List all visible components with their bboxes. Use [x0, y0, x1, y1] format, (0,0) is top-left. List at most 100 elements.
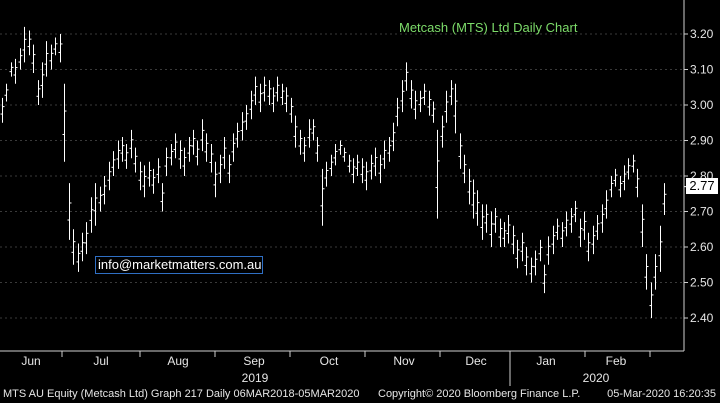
price-bar: [578, 218, 583, 247]
price-bar: [586, 232, 591, 262]
price-bar: [111, 151, 116, 176]
price-bar: [71, 229, 76, 265]
footer-timestamp: 05-Mar-2020 16:20:35: [607, 388, 716, 400]
month-label: Jan: [536, 354, 555, 368]
footer-left: MTS AU Equity (Metcash Ltd) Graph 217 Da…: [3, 388, 360, 400]
y-tick-label: 2.40: [690, 311, 714, 325]
price-bar: [347, 154, 352, 173]
month-label: Dec: [465, 354, 486, 368]
price-bar: [307, 119, 312, 148]
price-bar: [289, 97, 294, 123]
price-bar: [520, 232, 525, 262]
price-bar: [182, 147, 187, 176]
price-bar: [475, 190, 480, 226]
price-bar: [484, 204, 489, 233]
price-bar: [173, 133, 178, 159]
price-bar: [36, 80, 41, 105]
price-chart: 3.203.103.002.902.802.702.602.502.40 Jun…: [0, 0, 714, 386]
price-bar: [467, 168, 472, 205]
y-tick-label: 3.10: [690, 63, 714, 77]
price-bar: [560, 222, 565, 247]
price-bar: [551, 225, 556, 255]
price-bar: [302, 136, 307, 162]
price-bar: [4, 83, 9, 102]
price-bar: [538, 239, 543, 262]
price-bar: [609, 176, 614, 198]
price-bar: [0, 97, 5, 123]
price-bar: [498, 218, 503, 247]
y-tick-label: 2.90: [690, 134, 714, 148]
price-bar: [644, 254, 649, 290]
price-bar: [351, 158, 356, 184]
price-bar: [569, 207, 574, 233]
price-bar: [280, 83, 285, 105]
price-bar: [622, 165, 627, 191]
month-label: Feb: [606, 354, 627, 368]
price-bar: [573, 200, 578, 223]
y-tick-label: 2.60: [690, 240, 714, 254]
price-bar: [333, 144, 338, 166]
price-bar: [320, 168, 325, 226]
price-bar: [662, 183, 667, 216]
price-bar: [635, 168, 640, 198]
price-bar: [493, 207, 498, 233]
price-bar: [102, 176, 107, 205]
price-bar: [489, 211, 494, 247]
price-bar: [13, 58, 18, 84]
price-bar: [440, 115, 445, 148]
price-bar: [582, 211, 587, 240]
price-bar: [53, 37, 58, 56]
year-label: 2020: [583, 371, 610, 385]
price-bar: [431, 101, 436, 123]
price-bar: [209, 144, 214, 173]
price-bar: [258, 83, 263, 113]
price-bar: [142, 165, 147, 198]
price-bar: [22, 26, 27, 63]
price-bar: [458, 133, 463, 169]
price-bar: [271, 87, 276, 113]
price-bar: [116, 140, 121, 169]
price-bar: [329, 154, 334, 176]
price-bar: [178, 140, 183, 169]
price-bar: [89, 197, 94, 233]
price-bar: [613, 168, 618, 187]
price-bar: [427, 90, 432, 116]
y-tick-label: 3.00: [690, 98, 714, 112]
price-bar: [67, 183, 72, 240]
month-label: Jun: [21, 354, 40, 368]
x-axis: Jun Jul Aug Sep Oct Nov Dec Jan Feb 2019 2020: [0, 350, 684, 386]
price-bar: [546, 236, 551, 265]
price-bar: [93, 183, 98, 226]
price-bar: [355, 154, 360, 176]
price-bar: [480, 204, 485, 240]
price-bar: [471, 179, 476, 219]
price-bar: [160, 183, 165, 212]
price-bar: [653, 254, 658, 290]
month-label: Nov: [393, 354, 414, 368]
price-bar: [360, 158, 365, 184]
price-bar: [244, 105, 249, 130]
price-bar: [249, 90, 254, 120]
footer-copyright: Copyright© 2020 Bloomberg Finance L.P.: [378, 388, 581, 400]
price-bar: [533, 250, 538, 276]
price-bar: [640, 204, 645, 247]
price-bar: [502, 222, 507, 247]
price-bar: [515, 239, 520, 269]
price-bar: [395, 97, 400, 127]
price-bar: [40, 62, 45, 98]
price-bar: [222, 136, 227, 169]
price-bar: [338, 140, 343, 155]
price-bar: [120, 136, 125, 162]
price-bar: [511, 225, 516, 255]
y-tick-label: 2.70: [690, 205, 714, 219]
price-bar: [84, 222, 89, 255]
price-bar: [595, 215, 600, 240]
y-tick-label: 3.20: [690, 27, 714, 41]
price-bar: [195, 140, 200, 166]
price-bar: [76, 243, 81, 272]
price-bar: [404, 62, 409, 91]
price-bar: [44, 41, 49, 77]
email-label: info@marketmatters.com.au: [95, 256, 263, 274]
price-bar: [31, 44, 36, 74]
price-bar: [413, 90, 418, 120]
